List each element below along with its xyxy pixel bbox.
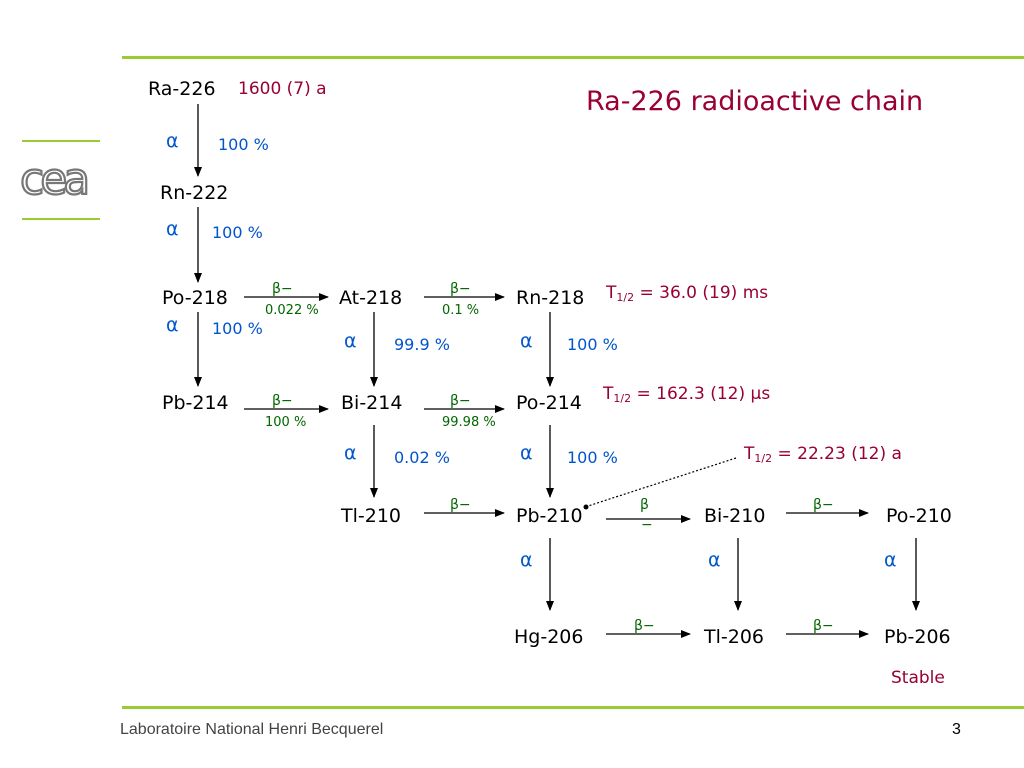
nuclide-tl206: Tl-206	[704, 626, 765, 648]
nuclide-at218: At-218	[339, 287, 403, 309]
alpha-bi214: α	[344, 442, 357, 464]
page-number: 3	[952, 721, 961, 738]
beta-hg206: β−	[634, 618, 655, 634]
cea-logo: cea	[20, 160, 91, 200]
alpha-bi210: α	[708, 549, 721, 571]
po214-halflife-mu: μ	[750, 384, 762, 404]
beta-bi214: β−	[450, 393, 471, 409]
beta-at218: β−	[450, 281, 471, 297]
rn218-halflife: T1/2 = 36.0 (19) ms	[606, 283, 768, 304]
pct-rn222-alpha: 100 %	[212, 223, 263, 242]
logo-rule-bottom	[22, 218, 100, 220]
beta-pb210-symbol: β	[640, 497, 649, 513]
pct-bi214-beta: 99.98 %	[442, 415, 496, 430]
nuclide-pb210: Pb-210	[516, 505, 583, 527]
alpha-ra226: α	[166, 130, 179, 152]
pb210-halflife-value: = 22.23 (12) a	[772, 444, 902, 464]
pb210-halflife-sub: 1/2	[754, 452, 773, 465]
pct-po214-alpha: 100 %	[567, 448, 618, 467]
ra226-halflife: 1600 (7) a	[238, 79, 327, 99]
nuclide-rn222: Rn-222	[160, 182, 229, 204]
nuclide-pb206: Pb-206	[884, 626, 951, 648]
alpha-po218: α	[166, 314, 179, 336]
alpha-rn218: α	[520, 330, 533, 352]
alpha-po210: α	[884, 549, 897, 571]
po214-halflife-value-before: = 162.3 (12)	[631, 384, 751, 404]
beta-tl210: β−	[450, 497, 471, 513]
alpha-rn222: α	[166, 218, 179, 240]
footer-lab-name: Laboratoire National Henri Becquerel	[120, 721, 384, 738]
pct-ra226-alpha: 100 %	[218, 135, 269, 154]
beta-po218: β−	[272, 281, 293, 297]
alpha-po214: α	[520, 442, 533, 464]
nuclide-tl210: Tl-210	[341, 505, 402, 527]
pct-po218-alpha: 100 %	[212, 319, 263, 338]
beta-bi210: β−	[813, 497, 834, 513]
nuclide-po210: Po-210	[886, 505, 952, 527]
stable-label: Stable	[891, 668, 945, 688]
cea-logo-text: cea	[20, 160, 86, 200]
po214-halflife: T1/2 = 162.3 (12) μs	[603, 384, 770, 405]
nuclide-bi214: Bi-214	[341, 392, 403, 414]
pb210-halflife: T1/2 = 22.23 (12) a	[744, 444, 902, 465]
pointer-dot	[583, 504, 589, 510]
pct-po218-beta: 0.022 %	[265, 303, 319, 318]
nuclide-po218: Po-218	[162, 287, 228, 309]
pointer-pb210-halflife	[587, 457, 737, 507]
rn218-halflife-value: = 36.0 (19) ms	[634, 283, 769, 303]
beta-pb214: β−	[272, 393, 293, 409]
alpha-pb210: α	[520, 549, 533, 571]
pct-at218-beta: 0.1 %	[442, 303, 480, 318]
po214-halflife-sub: 1/2	[613, 392, 632, 405]
pct-rn218-alpha: 100 %	[567, 335, 618, 354]
nuclide-pb214: Pb-214	[162, 392, 229, 414]
rn218-halflife-sub: 1/2	[616, 291, 635, 304]
bottom-rule	[122, 706, 1024, 709]
logo-rule-top	[22, 140, 100, 142]
nuclide-bi210: Bi-210	[704, 505, 766, 527]
alpha-at218: α	[344, 330, 357, 352]
po214-halflife-prefix: T	[603, 384, 614, 404]
pb210-halflife-prefix: T	[744, 444, 755, 464]
nuclide-ra226: Ra-226	[148, 78, 216, 100]
top-rule	[122, 56, 1024, 59]
pct-bi214-alpha: 0.02 %	[394, 448, 450, 467]
po214-halflife-value-after: s	[761, 384, 771, 404]
page-title: Ra-226 radioactive chain	[586, 86, 924, 117]
pct-at218-alpha: 99.9 %	[394, 335, 450, 354]
beta-pb210-minus: −	[641, 517, 653, 533]
pct-pb214-beta: 100 %	[265, 415, 307, 430]
nuclide-po214: Po-214	[516, 392, 582, 414]
beta-tl206: β−	[813, 618, 834, 634]
nuclide-hg206: Hg-206	[514, 626, 584, 648]
nuclide-rn218: Rn-218	[516, 287, 585, 309]
rn218-halflife-prefix: T	[606, 283, 617, 303]
